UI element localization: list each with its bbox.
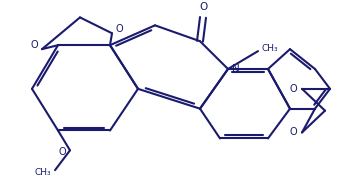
Text: O: O [199,2,207,12]
Text: O: O [289,84,297,94]
Text: CH₃: CH₃ [262,44,279,53]
Text: O: O [289,127,297,137]
Text: O: O [58,147,66,157]
Text: O: O [116,24,124,34]
Text: CH₃: CH₃ [34,168,51,177]
Text: N: N [232,64,240,74]
Text: O: O [30,40,38,50]
